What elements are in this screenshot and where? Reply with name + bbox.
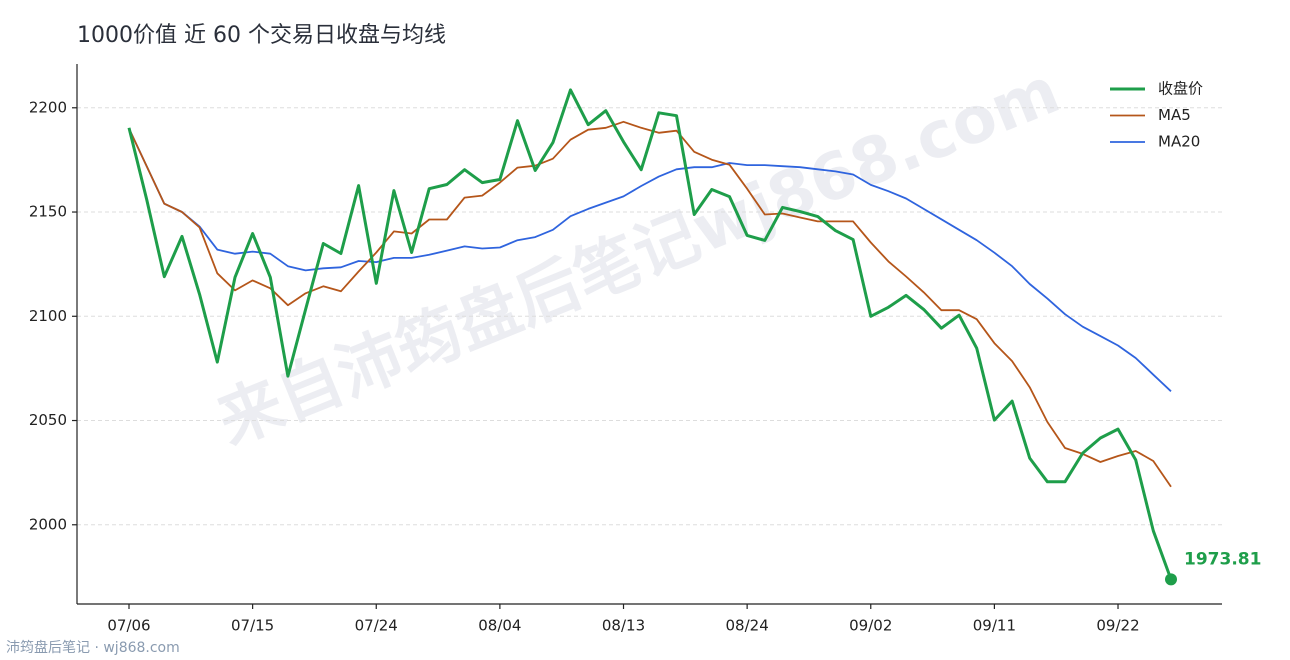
series-line [128,120,1172,488]
y-tick-label: 2050 [29,411,67,429]
y-tick-label: 2200 [29,98,67,116]
series-line [128,128,1172,392]
y-tick-label: 2100 [29,307,67,325]
series-line [127,88,1173,580]
x-tick-label: 07/06 [107,617,150,635]
legend-label: 收盘价 [1158,80,1203,98]
legend-label: MA5 [1158,106,1191,124]
x-tick-label: 08/04 [478,617,521,635]
x-tick-label: 09/02 [849,617,892,635]
footer: 沛筠盘后笔记 · wj868.com [6,639,180,656]
watermark: 来自沛筠盘后笔记wj868.com [208,54,1070,460]
x-tick-label: 09/11 [973,617,1016,635]
x-tick-label: 09/22 [1096,617,1139,635]
y-tick-label: 2150 [29,203,67,221]
last-point [1165,573,1177,586]
x-tick-label: 07/15 [231,617,274,635]
last-value-label: 1973.81 [1184,549,1261,569]
y-tick-label: 2000 [29,515,67,533]
legend-label: MA20 [1158,133,1200,151]
x-tick-label: 08/24 [726,617,769,635]
x-tick-label: 08/13 [602,617,645,635]
x-tick-label: 07/24 [355,617,398,635]
chart-title: 1000价值 近 60 个交易日收盘与均线 [77,23,446,48]
